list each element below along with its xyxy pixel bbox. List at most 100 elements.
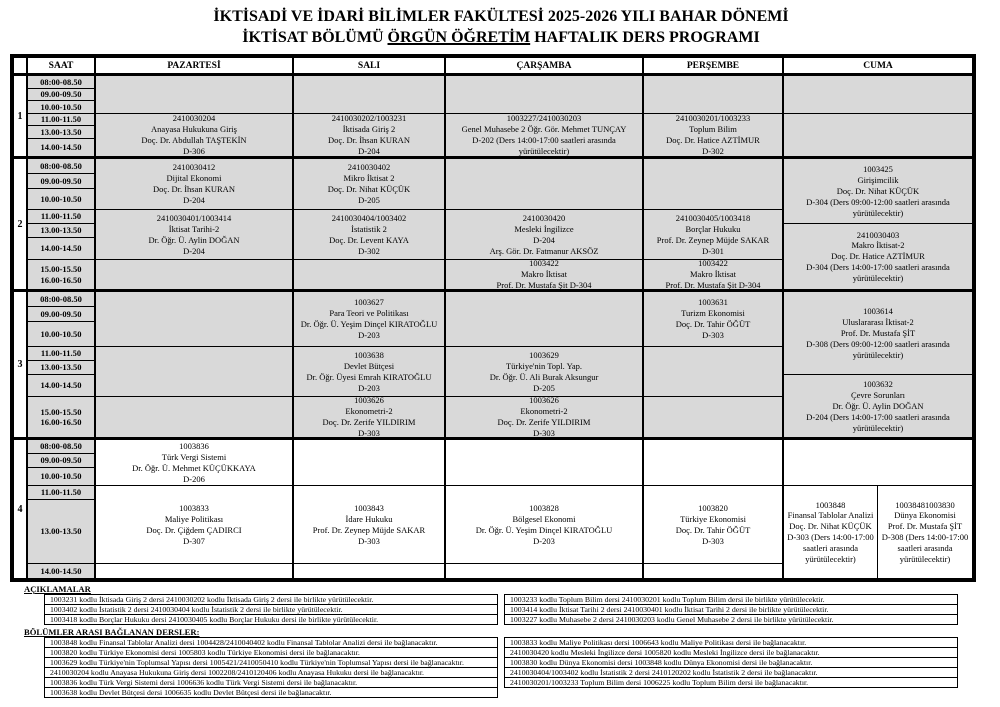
course-line: Uluslararası İktisat-2 bbox=[842, 316, 914, 327]
time-slot-label: 09.00-09.50 bbox=[40, 308, 82, 319]
year-label: 3 bbox=[14, 292, 28, 438]
acik-rows-left-column: 1003231 kodlu İktisada Giriş 2 dersi 241… bbox=[44, 594, 498, 626]
page-title: İKTİSADİ VE İDARİ BİLİMLER FAKÜLTESİ 202… bbox=[10, 6, 992, 48]
header-corner-cell bbox=[14, 58, 28, 74]
course-cell: 1003629 Türkiye'nin Topl. Yap. Dr. Öğr. Ü.… bbox=[446, 347, 644, 398]
course-line: Doç. Dr. Nihat KÜÇÜK bbox=[327, 184, 411, 195]
course-line: Doç. Dr. İhsan KURAN bbox=[328, 135, 410, 146]
course-line: D-205 bbox=[358, 195, 380, 206]
course-cell: 1003626 Ekonometri-2 Doç. Dr. Zerife YILDI… bbox=[294, 397, 446, 438]
course-line: Türkiye'nin Topl. Yap. bbox=[505, 360, 583, 371]
course-line: Dr. Öğr. Üyesi Emrah KIRATOĞLU bbox=[306, 371, 432, 382]
course-line: D-302 bbox=[358, 245, 380, 256]
course-cell: 1003843 İdare Hukuku Prof. Dr. Zeynep Müjd… bbox=[294, 486, 446, 565]
course-line: D-308 (Ders 14:00-17:00 saatleri arasınd… bbox=[881, 532, 969, 564]
time-slot: 14.00-14.50 bbox=[28, 238, 96, 261]
time-slot-label: 09.00-09.50 bbox=[40, 175, 82, 186]
course-cell: 1003848 Finansal Tablolar Analizi Doç. Dr.… bbox=[784, 486, 878, 579]
year-block-4: 4 08:00-08.50 09.00-09.50 10.00-10.50 11.00-… bbox=[14, 437, 972, 579]
year-label: 2 bbox=[14, 159, 28, 290]
course-cell bbox=[96, 347, 294, 398]
time-slot-label: 10.00-10.50 bbox=[40, 471, 82, 482]
course-line: 1003425 bbox=[863, 164, 893, 175]
course-line: Doç. Dr. Tahir ÖĞÜT bbox=[675, 319, 751, 330]
course-line: D-204 (Ders 14:00-17:00 saatleri arasınd… bbox=[806, 411, 950, 433]
footnote-row: 1003638 kodlu Devlet Bütçesi dersi 10066… bbox=[44, 687, 498, 699]
title-line-2-suffix: HAFTALIK DERS PROGRAMI bbox=[530, 29, 760, 47]
course-line: İstatistik 2 bbox=[351, 223, 387, 234]
course-cell bbox=[644, 397, 784, 438]
course-line: D-204 bbox=[183, 245, 205, 256]
course-line: Dr. Öğr. Ü. Yeşim Dinçel KIRATOĞLU bbox=[300, 319, 438, 330]
time-slot-label: 16.00-16.50 bbox=[40, 417, 82, 428]
course-line: 1003820 bbox=[698, 502, 728, 513]
course-line: 2410030402 bbox=[347, 162, 391, 173]
time-slot-label: 13.00-13.50 bbox=[40, 526, 82, 537]
course-cell bbox=[644, 347, 784, 398]
course-line: Dr. Öğr. Ü. Ali Burak Aksungur bbox=[489, 371, 599, 382]
course-line: 2410030204 bbox=[172, 114, 216, 124]
course-line: Prof. Dr. Zeynep Müjde SAKAR bbox=[312, 524, 426, 535]
course-cell: 2410030403 Makro İktisat-2 Doç. Dr. Hatice… bbox=[784, 224, 972, 290]
time-slot: 13.00-13.50 bbox=[28, 361, 96, 376]
course-line: D-303 bbox=[358, 428, 380, 438]
course-cell: 2410030401/1003414 İktisat Tarihi-2 Dr. Öğ… bbox=[96, 210, 294, 261]
course-line: 10038481003830 bbox=[895, 499, 955, 510]
course-cell bbox=[294, 564, 446, 579]
course-line: 1003631 bbox=[698, 297, 728, 308]
course-cell bbox=[644, 564, 784, 579]
course-line: Prof. Dr. Mustafa ŞİT bbox=[840, 327, 916, 338]
bag-rows-right-column: 1003833 kodlu Maliye Politikası dersi 10… bbox=[504, 637, 958, 698]
course-line: Doç. Dr. Zerife YILDIRIM bbox=[497, 417, 591, 428]
time-slot-label: 14.00-14.50 bbox=[40, 565, 82, 576]
time-slot-label: 11.00-11.50 bbox=[40, 114, 82, 125]
course-line: 1003833 bbox=[179, 502, 209, 513]
course-line: D-204 bbox=[533, 234, 555, 245]
course-cell bbox=[446, 76, 644, 115]
course-line: 1003422 bbox=[698, 260, 728, 269]
course-line: 1003638 bbox=[354, 349, 384, 360]
course-line: Makro İktisat-2 bbox=[851, 240, 905, 251]
course-cell bbox=[96, 292, 294, 348]
course-cell: 1003828 Bölgesel Ekonomi Dr. Öğr. Ü. Yeşim… bbox=[446, 486, 644, 565]
course-cell bbox=[294, 440, 446, 487]
course-line: 2410030412 bbox=[172, 162, 216, 173]
course-line: D-304 (Ders 09:00-12:00 saatleri arasınd… bbox=[806, 196, 950, 218]
course-line: Para Teori ve Politikası bbox=[329, 308, 409, 319]
course-line: Dr. Öğr. Ü. Mehmet KÜÇÜKKAYA bbox=[132, 462, 256, 473]
course-line: Dr. Öğr. Ü. Aylin DOĞAN bbox=[832, 400, 924, 411]
aciklamalar-list: 1003231 kodlu İktisada Giriş 2 dersi 241… bbox=[44, 594, 958, 626]
course-cell: 1003227/2410030203 Genel Muhasebe 2 Öğr. … bbox=[446, 114, 644, 157]
footnote-row: 1003418 kodlu Borçlar Hukuku dersi 24100… bbox=[44, 614, 498, 626]
header-sali: SALI bbox=[294, 58, 446, 74]
course-line: Dr. Öğr. Ü. Yeşim Dinçel KIRATOĞLU bbox=[475, 524, 613, 535]
course-cell bbox=[784, 114, 972, 157]
footnote-row: 2410030201/1003233 Toplum Bilim dersi 10… bbox=[504, 677, 958, 689]
course-line: Toplum Bilim bbox=[689, 124, 737, 135]
course-cell: 1003626 Ekonometri-2 Doç. Dr. Zerife YILDI… bbox=[446, 397, 644, 438]
course-line: D-304 (Ders 14:00-17:00 saatleri arasınd… bbox=[806, 262, 950, 284]
course-cell bbox=[446, 292, 644, 348]
course-line: 1003632 bbox=[863, 379, 893, 390]
aciklamalar-heading: AÇIKLAMALAR bbox=[24, 584, 91, 595]
course-line: D-303 bbox=[702, 535, 724, 546]
course-cell: 2410030402 Mikro İktisat 2 Doç. Dr. Nihat … bbox=[294, 159, 446, 211]
course-line: 2410030201/1003233 bbox=[675, 114, 751, 124]
time-slot: 08:00-08.50 bbox=[28, 159, 96, 175]
time-slot-label: 08:00-08.50 bbox=[40, 293, 82, 304]
time-slot-label: 11.00-11.50 bbox=[40, 211, 82, 222]
table-header-row: SAAT PAZARTESİ SALI ÇARŞAMBA PERŞEMBE CU… bbox=[14, 58, 972, 74]
course-line: Bölgesel Ekonomi bbox=[512, 513, 576, 524]
course-line: Çevre Sorunları bbox=[850, 389, 906, 400]
course-line: Ekonometri-2 bbox=[520, 406, 568, 417]
time-slot-label: 15.00-15.50 bbox=[40, 264, 82, 275]
course-line: D-206 bbox=[183, 473, 205, 484]
course-line: Doç. Dr. Tahir ÖĞÜT bbox=[675, 524, 751, 535]
course-cell bbox=[96, 564, 294, 579]
time-slot: 13.00-13.50 bbox=[28, 224, 96, 239]
course-line: 2410030405/1003418 bbox=[675, 212, 751, 223]
course-line: Doç. Dr. Nihat KÜÇÜK bbox=[836, 185, 920, 196]
course-line: Doç. Dr. Nihat KÜÇÜK bbox=[789, 521, 872, 532]
course-line: Mikro İktisat 2 bbox=[343, 173, 395, 184]
